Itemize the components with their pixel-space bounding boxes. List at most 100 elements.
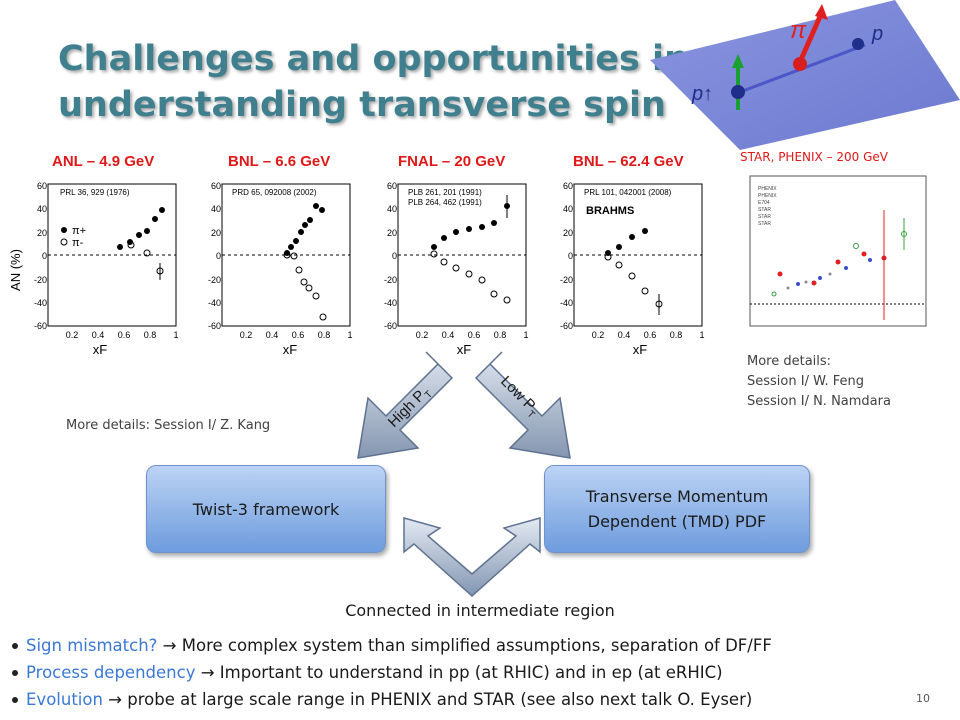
ytick: 0	[568, 251, 573, 261]
xf-label: xF	[283, 342, 298, 357]
bullet-text: → probe at large scale range in PHENIX a…	[102, 690, 753, 709]
ytick: 60	[211, 181, 221, 191]
bullet-sign-mismatch: Sign mismatch? → More complex system tha…	[12, 632, 912, 659]
spin-arrowhead	[732, 54, 744, 68]
panel-title-anl: ANL – 4.9 GeV	[52, 153, 155, 170]
bullet-process-dependency: Process dependency → Important to unders…	[12, 659, 912, 686]
proton	[852, 38, 864, 50]
ytick: -40	[384, 298, 397, 308]
svg-text:PHENIX: PHENIX	[758, 186, 777, 192]
tmd-pdf-box: Transverse Momentum Dependent (TMD) PDF	[544, 465, 810, 553]
ytick: 0	[216, 251, 221, 261]
xtick: 0.4	[442, 330, 455, 340]
ytick: 40	[211, 204, 221, 214]
kang-details: More details: Session I/ Z. Kang	[66, 418, 271, 433]
ytick: 0	[392, 251, 397, 261]
svg-text:STAR: STAR	[758, 214, 771, 220]
xf-label: xF	[457, 342, 472, 357]
ytick: -20	[208, 275, 221, 285]
svg-text:PHENIX: PHENIX	[758, 193, 777, 199]
tmd-line-2: Dependent (TMD) PDF	[587, 512, 767, 531]
twist3-framework-box: Twist-3 framework	[146, 465, 386, 553]
an-panels: AN (%) 60 40 20 0 -20 -40 -60 0.2 0.4 0.…	[8, 181, 705, 357]
pion-arrow	[797, 10, 825, 64]
spin-collision-figure: π p p↑	[650, 0, 960, 150]
legend-pi-minus: π-	[72, 237, 84, 249]
star-details: More details: Session I/ W. Feng Session…	[747, 352, 891, 412]
bullet-evolution: Evolution → probe at large scale range i…	[12, 686, 912, 713]
panel-title-bnl-6: BNL – 6.6 GeV	[228, 153, 331, 170]
panel-title-bnl-62: BNL – 62.4 GeV	[573, 153, 684, 170]
ytick: -60	[34, 321, 47, 331]
brahms-label: BRAHMS	[586, 205, 634, 217]
panel-title-fnal: FNAL – 20 GeV	[398, 153, 506, 170]
xtick: 1	[523, 330, 528, 340]
ytick: 20	[37, 228, 47, 238]
pi-label: π	[790, 17, 807, 44]
pion-arrowhead	[815, 4, 828, 20]
ytick: -20	[384, 275, 397, 285]
xtick: 0.2	[592, 330, 605, 340]
ytick: -40	[208, 298, 221, 308]
xtick: 1	[173, 330, 178, 340]
ytick: -60	[384, 321, 397, 331]
ytick: -60	[208, 321, 221, 331]
bullet-highlight: Process dependency	[26, 663, 196, 682]
slide-title: Challenges and opportunities in understa…	[58, 39, 689, 125]
xtick: 0.6	[644, 330, 657, 340]
xtick: 0.4	[92, 330, 105, 340]
ytick: 40	[37, 204, 47, 214]
reaction-plane	[650, 0, 960, 150]
arrows-diagram: High PT Low PT	[357, 351, 571, 459]
connected-region-label: Connected in intermediate region	[345, 601, 615, 620]
xf-label: xF	[633, 342, 648, 357]
high-pt-arrow: High PT	[357, 351, 454, 459]
ytick: 40	[387, 204, 397, 214]
ytick: 20	[563, 228, 573, 238]
ytick: -60	[560, 321, 573, 331]
ytick: 60	[37, 181, 47, 191]
svg-text:E704: E704	[758, 200, 770, 206]
twist3-label: Twist-3 framework	[192, 499, 340, 519]
xtick: 0.2	[416, 330, 429, 340]
xtick: 0.4	[266, 330, 279, 340]
bidirectional-arrow	[403, 517, 541, 598]
xf-label: xF	[93, 342, 108, 357]
panel-reference: PRL 101, 042001 (2008)	[584, 188, 672, 197]
svg-text:STAR: STAR	[758, 221, 771, 227]
xtick: 0.4	[618, 330, 631, 340]
p-label: p	[871, 23, 883, 45]
tmd-line-1: Transverse Momentum	[585, 487, 769, 506]
ytick: 0	[42, 251, 47, 261]
ytick: -40	[560, 298, 573, 308]
xtick: 0.6	[118, 330, 131, 340]
bullet-text: → More complex system than simplified as…	[157, 636, 772, 655]
ytick: 60	[387, 181, 397, 191]
ytick: 40	[563, 204, 573, 214]
bullet-highlight: Evolution	[26, 690, 103, 709]
panel-bnl-62: 60 40 20 0 -20 -40 -60 0.2 0.4 0.6 0.8 1…	[560, 181, 705, 357]
collision-point	[793, 57, 807, 71]
xtick: 0.8	[494, 330, 507, 340]
xtick: 0.8	[670, 330, 683, 340]
xtick: 0.8	[318, 330, 331, 340]
panel-bnl-6: 60 40 20 0 -20 -40 -60 0.2 0.4 0.6 0.8 1…	[208, 181, 353, 357]
ytick: 20	[387, 228, 397, 238]
xtick: 0.6	[292, 330, 305, 340]
legend-pi-plus: π+	[72, 225, 86, 237]
panel-reference-1: PLB 261, 201 (1991)	[408, 188, 482, 197]
xtick: 0.8	[144, 330, 157, 340]
panel-fnal: 60 40 20 0 -20 -40 -60 0.2 0.4 0.6 0.8 1…	[384, 181, 529, 357]
panel-reference: PRL 36, 929 (1976)	[60, 188, 130, 197]
xtick: 0.6	[468, 330, 481, 340]
xtick: 1	[699, 330, 704, 340]
details-feng: Session I/ W. Feng	[747, 374, 864, 389]
bullet-list: Sign mismatch? → More complex system tha…	[12, 632, 912, 713]
ytick: -20	[560, 275, 573, 285]
svg-text:STAR: STAR	[758, 207, 771, 213]
svg-text:High PT: High PT	[385, 383, 435, 433]
bullet-text: → Important to understand in pp (at RHIC…	[195, 663, 723, 682]
star-phenix-title: STAR, PHENIX – 200 GeV	[740, 150, 889, 164]
ytick: -40	[34, 298, 47, 308]
panel-reference-2: PLB 264, 462 (1991)	[408, 198, 482, 207]
